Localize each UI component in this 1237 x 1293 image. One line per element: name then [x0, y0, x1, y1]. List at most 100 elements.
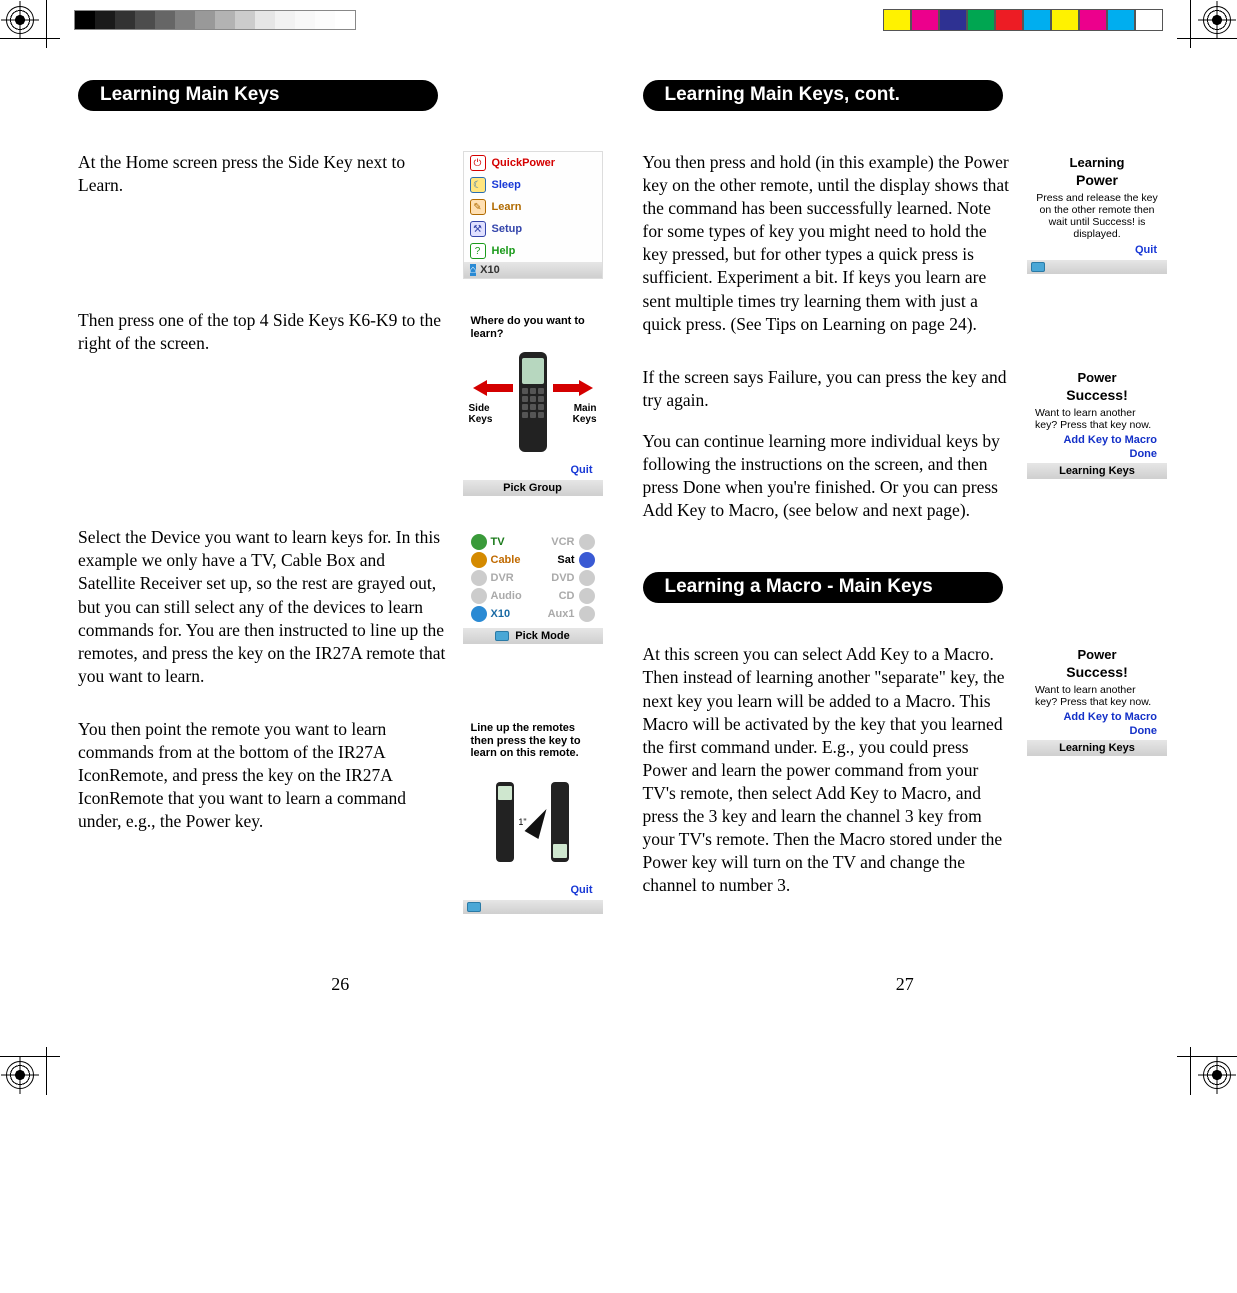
- step-r3-screenshot: Power Success! Want to learn another key…: [1027, 643, 1167, 897]
- page-left: Learning Main Keys At the Home screen pr…: [78, 80, 603, 995]
- vcr-icon: [579, 534, 595, 550]
- step-3-text: Select the Device you want to learn keys…: [78, 526, 447, 688]
- done-button[interactable]: Done: [1031, 447, 1163, 461]
- footer-bar: [463, 900, 603, 914]
- registration-target-icon: [1203, 1061, 1231, 1089]
- x10-footer: ⌂X10: [464, 262, 602, 278]
- device-dvr[interactable]: DVR: [471, 570, 531, 586]
- lcd-power-sub: Power: [1031, 172, 1163, 188]
- menu-item-setup[interactable]: ⚒ Setup: [464, 218, 602, 240]
- crop-mark: [1190, 0, 1191, 48]
- remote-illustration: Side Keys Main Keys: [467, 342, 599, 462]
- pick-group-footer: Pick Group: [463, 480, 603, 496]
- registration-top: [0, 0, 1237, 40]
- arrow-up-icon: [524, 805, 553, 839]
- device-label: DVD: [551, 572, 574, 584]
- step-r1-text: You then press and hold (in this example…: [643, 151, 1012, 336]
- cd-icon: [579, 588, 595, 604]
- color-chips: [883, 9, 1163, 31]
- arrow-right-icon: [553, 380, 593, 396]
- device-audio[interactable]: Audio: [471, 588, 531, 604]
- crop-mark: [46, 0, 47, 48]
- device-x10[interactable]: X10: [471, 606, 531, 622]
- cable-icon: [471, 552, 487, 568]
- device-cd[interactable]: CD: [535, 588, 595, 604]
- crop-mark: [0, 38, 60, 39]
- step-r3-text: At this screen you can select Add Key to…: [643, 643, 1012, 897]
- step-3-screenshot: TVVCRCableSatDVRDVDAudioCDX10Aux1 Pick M…: [463, 526, 603, 688]
- lcd-success-sub: Success!: [1031, 387, 1163, 403]
- menu-item-learn[interactable]: ✎Learn: [464, 196, 602, 218]
- crop-mark: [0, 1056, 60, 1057]
- crop-mark: [1177, 38, 1237, 39]
- step-2-screenshot: Where do you want to learn? Side Keys Ma…: [463, 309, 603, 496]
- step-4-screenshot: Line up the remotes then press the key t…: [463, 718, 603, 914]
- page-number-right: 27: [643, 944, 1168, 995]
- menu-item-label: QuickPower: [492, 157, 556, 169]
- spread: Learning Main Keys At the Home screen pr…: [0, 0, 1237, 1095]
- sleep-icon: ☾: [470, 177, 486, 193]
- menu-item-label: Learn: [492, 201, 522, 213]
- lineup-illustration: 1": [467, 762, 599, 882]
- setup-icon: ⚒: [470, 221, 486, 237]
- device-tv[interactable]: TV: [471, 534, 531, 550]
- page-number-left: 26: [78, 944, 603, 995]
- heading-learning-main-keys-cont: Learning Main Keys, cont.: [643, 80, 1003, 111]
- lcd-learning-title: Learning: [1031, 155, 1163, 170]
- device-label: Sat: [557, 554, 574, 566]
- x10-icon: [471, 606, 487, 622]
- lineup-title: Line up the remotes then press the key t…: [467, 722, 599, 762]
- x10-icon: ⌂: [470, 264, 477, 276]
- quit-button[interactable]: Quit: [1031, 242, 1163, 258]
- device-cable[interactable]: Cable: [471, 552, 531, 568]
- step-r2a: If the screen says Failure, you can pres…: [643, 366, 1012, 412]
- lcd-success-body: Want to learn another key? Press that ke…: [1031, 407, 1163, 433]
- done-button[interactable]: Done: [1031, 724, 1163, 738]
- step-1: At the Home screen press the Side Key ne…: [78, 151, 603, 279]
- menu-item-help[interactable]: ? Help: [464, 240, 602, 262]
- lcd-power-title: Power: [1031, 647, 1163, 662]
- learning-keys-footer: Learning Keys: [1027, 740, 1167, 756]
- menu-item-quickpower[interactable]: ⏻ QuickPower: [464, 152, 602, 174]
- device-sat[interactable]: Sat: [535, 552, 595, 568]
- arrow-left-icon: [473, 380, 513, 396]
- heading-learning-main-keys: Learning Main Keys: [78, 80, 438, 111]
- menu-item-label: Help: [492, 245, 516, 257]
- device-label: Aux1: [548, 608, 575, 620]
- step-r2: If the screen says Failure, you can pres…: [643, 366, 1168, 523]
- device-dvd[interactable]: DVD: [535, 570, 595, 586]
- step-4: You then point the remote you want to le…: [78, 718, 603, 914]
- step-r1-screenshot: Learning Power Press and release the key…: [1027, 151, 1167, 336]
- lcd-success-sub: Success!: [1031, 664, 1163, 680]
- crop-mark: [1177, 1056, 1237, 1057]
- footer-bar: [1027, 260, 1167, 274]
- menu-item-label: Sleep: [492, 179, 521, 191]
- device-vcr[interactable]: VCR: [535, 534, 595, 550]
- add-key-to-macro-button[interactable]: Add Key to Macro: [1031, 710, 1163, 724]
- registration-target-icon: [1203, 6, 1231, 34]
- quickpower-icon: ⏻: [470, 155, 486, 171]
- menu-item-sleep[interactable]: ☾ Sleep: [464, 174, 602, 196]
- quit-button[interactable]: Quit: [467, 882, 599, 898]
- help-icon: ?: [470, 243, 486, 259]
- menu-item-label: Setup: [492, 223, 523, 235]
- add-key-to-macro-button[interactable]: Add Key to Macro: [1031, 433, 1163, 447]
- dvd-icon: [579, 570, 595, 586]
- aux1-icon: [579, 606, 595, 622]
- step-2: Then press one of the top 4 Side Keys K6…: [78, 309, 603, 496]
- device-label: X10: [491, 608, 511, 620]
- learn-where-title: Where do you want to learn?: [467, 313, 599, 342]
- quit-button[interactable]: Quit: [467, 462, 599, 478]
- device-label: Cable: [491, 554, 521, 566]
- footer-dot-icon: [467, 902, 481, 912]
- device-label: TV: [491, 536, 505, 548]
- step-1-screenshot: ⏻ QuickPower ☾ Sleep ✎Learn ⚒ Setup? Help ⌂X10: [463, 151, 603, 279]
- sat-icon: [579, 552, 595, 568]
- device-label: DVR: [491, 572, 514, 584]
- device-aux1[interactable]: Aux1: [535, 606, 595, 622]
- registration-bottom: [0, 1055, 1237, 1095]
- lcd-body-text: Press and release the key on the other r…: [1031, 192, 1163, 242]
- step-3: Select the Device you want to learn keys…: [78, 526, 603, 688]
- lcd-success-body: Want to learn another key? Press that ke…: [1031, 684, 1163, 710]
- main-keys-label: Main Keys: [573, 404, 597, 425]
